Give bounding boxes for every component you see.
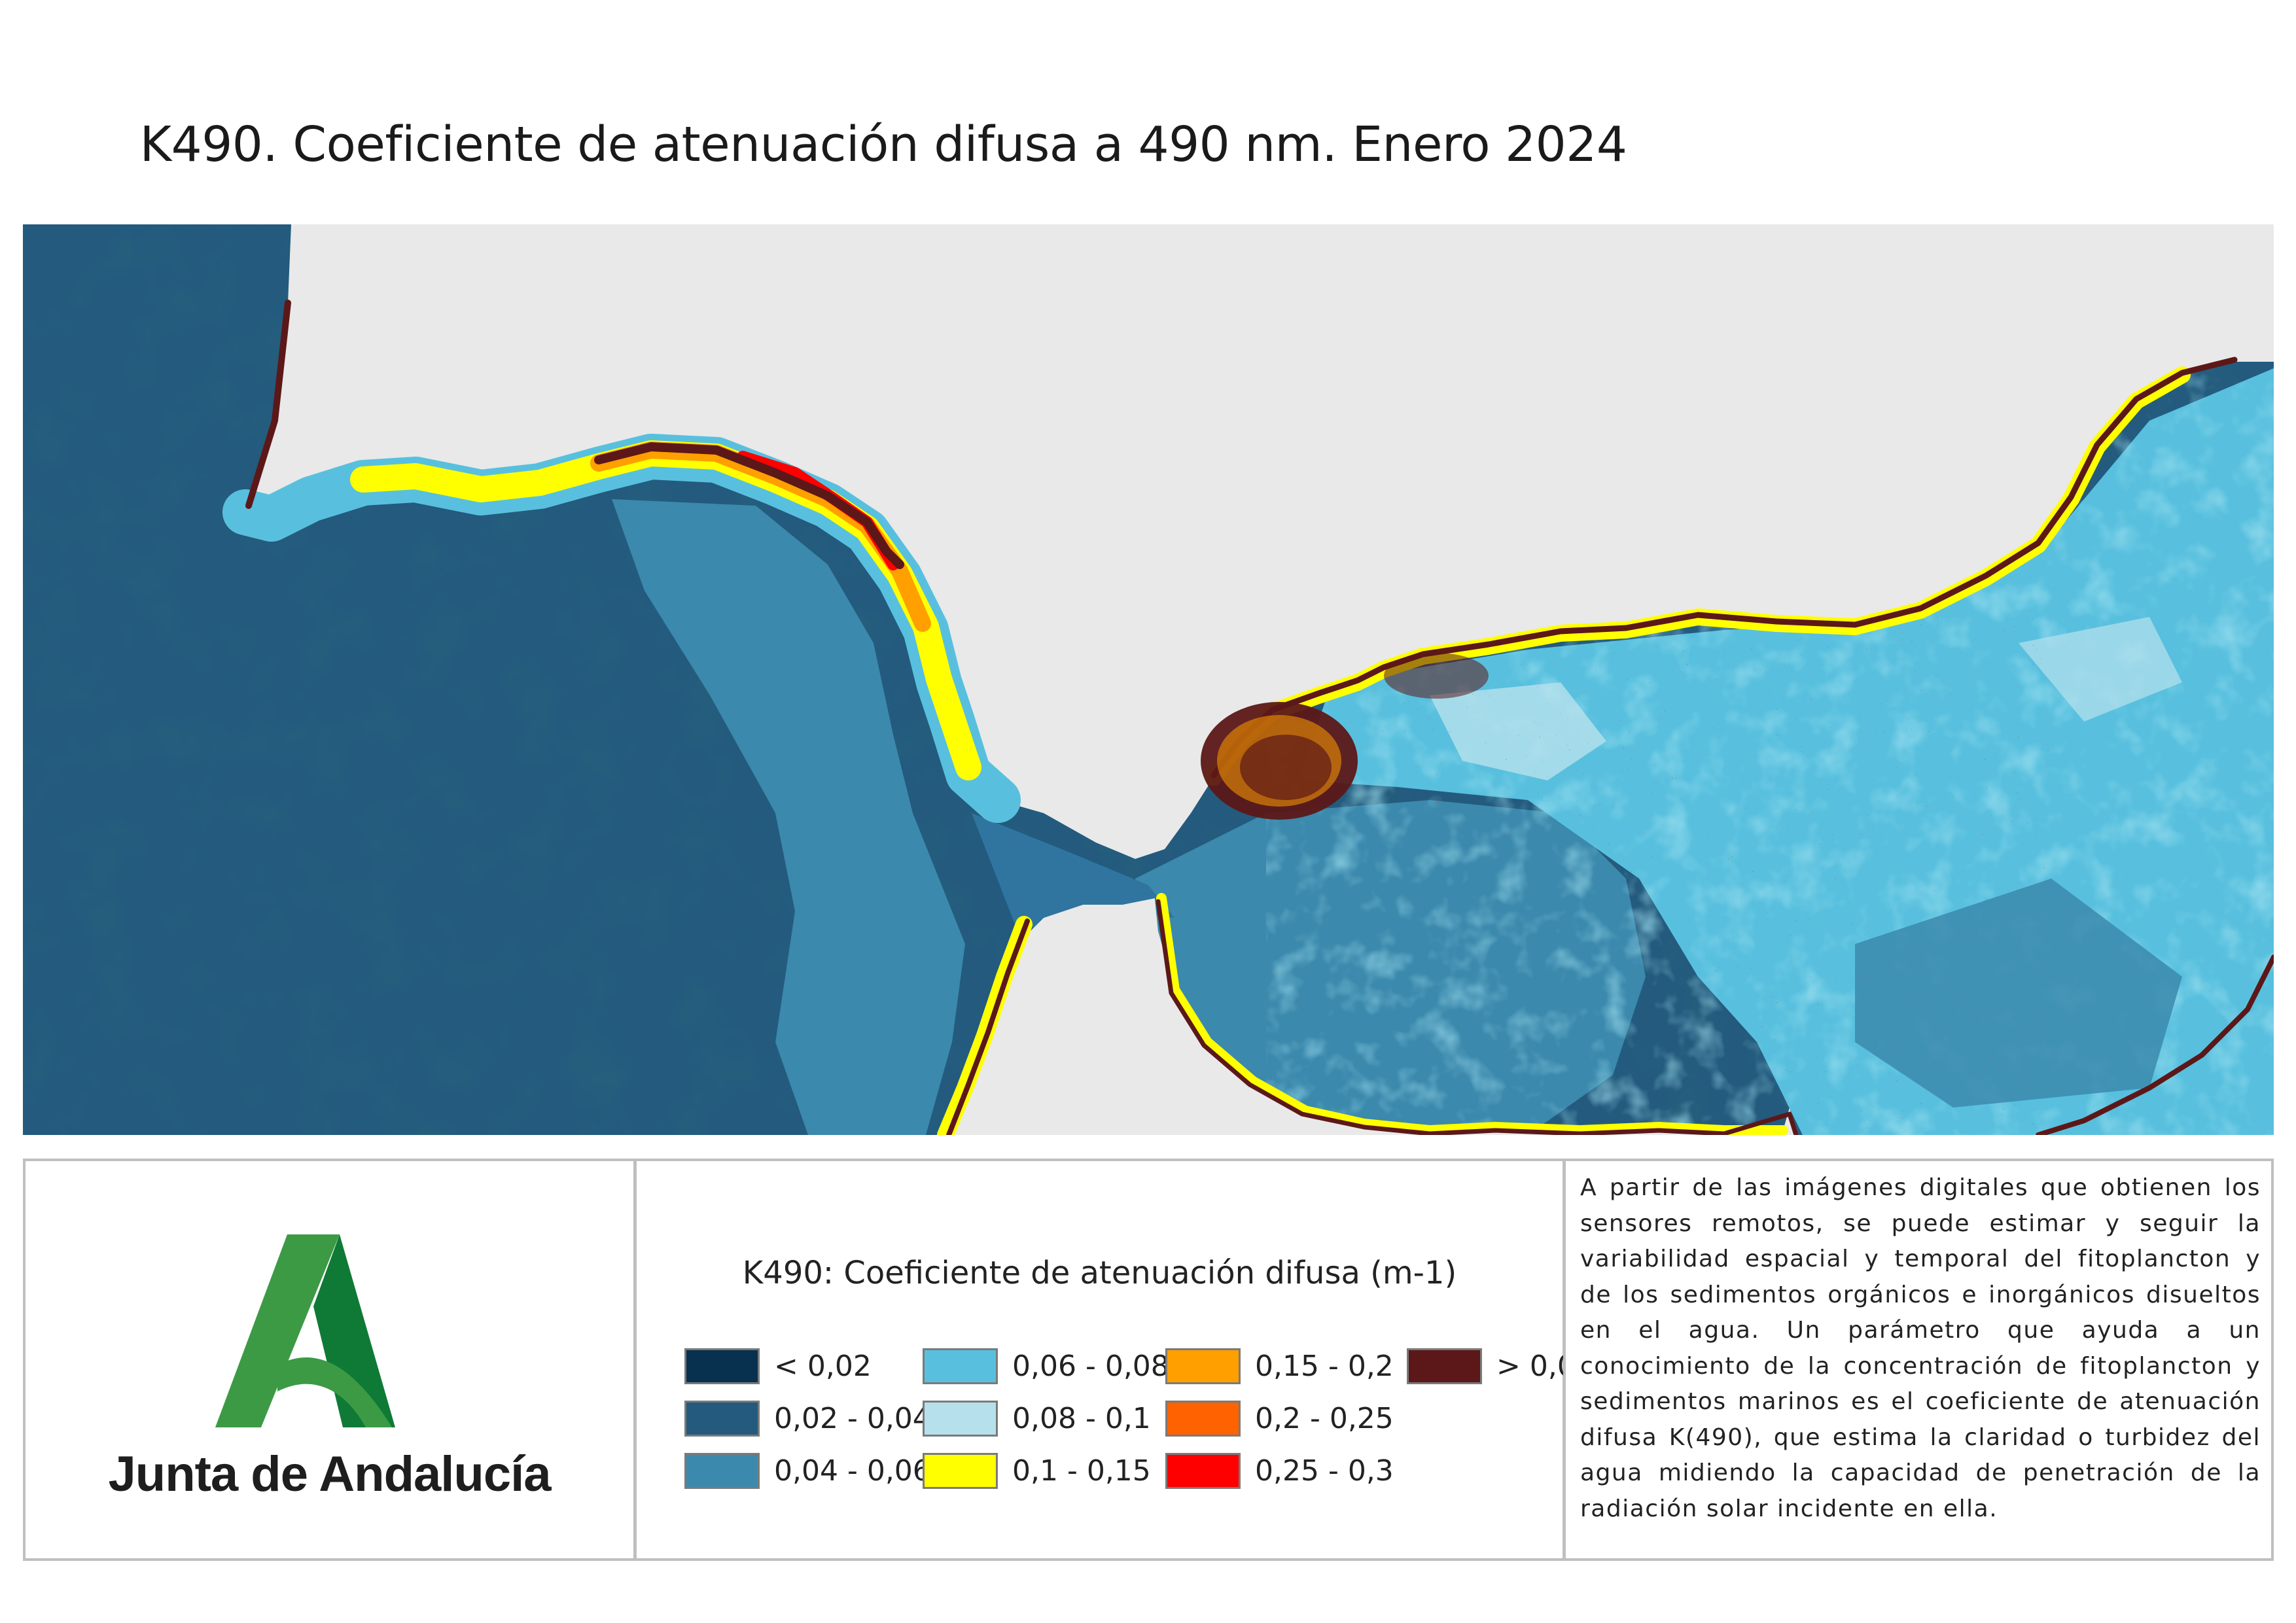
- legend-item: 0,02 - 0,04: [684, 1399, 931, 1438]
- logo-panel: Junta de Andalucía: [23, 1159, 636, 1561]
- legend-swatch: [923, 1452, 998, 1489]
- legend-label: < 0,02: [774, 1349, 872, 1383]
- map-canvas: [23, 224, 2274, 1135]
- description-panel: A partir de las imágenes digitales que o…: [1563, 1159, 2274, 1561]
- legend-swatch: [684, 1400, 760, 1437]
- legend-item: 0,06 - 0,08: [923, 1346, 1169, 1386]
- logo-text: Junta de Andalucía: [108, 1446, 552, 1502]
- legend-item: < 0,02: [684, 1346, 872, 1386]
- legend-label: 0,08 - 0,1: [1012, 1401, 1151, 1435]
- legend-item: 0,04 - 0,06: [684, 1451, 931, 1490]
- map-title: K490. Coeficiente de atenuación difusa a…: [139, 116, 1627, 173]
- legend-label: 0,02 - 0,04: [774, 1401, 931, 1435]
- legend-swatch: [1165, 1348, 1241, 1384]
- legend-item: 0,15 - 0,2: [1165, 1346, 1394, 1386]
- legend-item: 0,25 - 0,3: [1165, 1451, 1394, 1490]
- legend-swatch: [1407, 1348, 1482, 1384]
- legend-label: 0,2 - 0,25: [1255, 1401, 1394, 1435]
- legend-label: 0,1 - 0,15: [1012, 1454, 1151, 1488]
- legend-item: 0,1 - 0,15: [923, 1451, 1151, 1490]
- junta-andalucia-logo-icon: [215, 1234, 395, 1427]
- legend-panel: K490: Coeficiente de atenuación difusa (…: [634, 1159, 1594, 1561]
- legend-swatch: [923, 1400, 998, 1437]
- legend-title: K490: Coeficiente de atenuación difusa (…: [742, 1255, 1457, 1291]
- k490-map[interactable]: [23, 224, 2274, 1135]
- legend-label: 0,25 - 0,3: [1255, 1454, 1394, 1488]
- legend-swatch: [684, 1348, 760, 1384]
- legend-label: 0,15 - 0,2: [1255, 1349, 1394, 1383]
- legend-swatch: [923, 1348, 998, 1384]
- description-text: A partir de las imágenes digitales que o…: [1580, 1174, 2261, 1522]
- legend-swatch: [1165, 1452, 1241, 1489]
- legend-label: 0,04 - 0,06: [774, 1454, 931, 1488]
- legend-grid: < 0,02 0,02 - 0,04 0,04 - 0,06 0,06 - 0,08 0…: [684, 1346, 1594, 1510]
- legend-swatch: [1165, 1400, 1241, 1437]
- legend-item: 0,08 - 0,1: [923, 1399, 1151, 1438]
- legend-swatch: [684, 1452, 760, 1489]
- legend-label: 0,06 - 0,08: [1012, 1349, 1169, 1383]
- legend-item: 0,2 - 0,25: [1165, 1399, 1394, 1438]
